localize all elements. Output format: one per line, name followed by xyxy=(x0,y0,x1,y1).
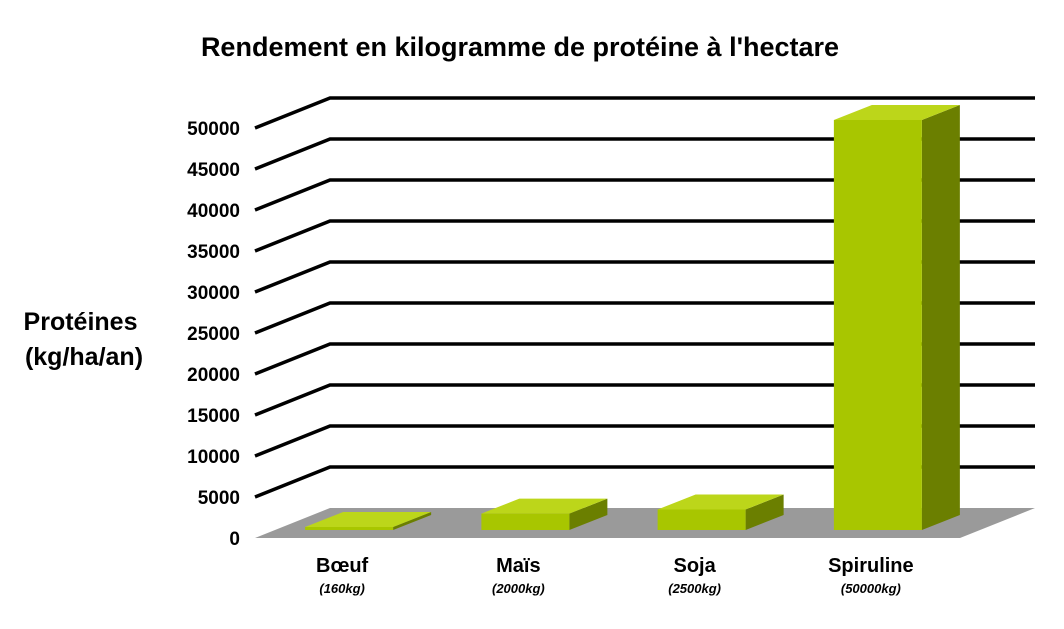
category-label: Bœuf xyxy=(316,555,369,577)
x-axis-labels: Bœuf (160kg) Maïs (2000kg) Soja (2500kg) Spiru… xyxy=(316,555,914,596)
y-tick-label: 45000 xyxy=(187,160,240,181)
category-label: Spiruline xyxy=(828,555,914,577)
bar-side xyxy=(921,105,960,530)
gridline xyxy=(254,424,1035,458)
gridline xyxy=(254,342,1035,376)
bar-top xyxy=(481,498,608,514)
bar xyxy=(833,105,960,530)
bar-side xyxy=(745,494,784,530)
y-axis-label-line-2: (kg/ha/an) xyxy=(25,343,143,371)
y-tick-label: 50000 xyxy=(187,119,240,140)
y-tick-label: 5000 xyxy=(198,488,240,509)
bars xyxy=(305,105,960,530)
gridlines xyxy=(254,96,1035,499)
bar xyxy=(305,512,432,530)
gridline xyxy=(254,301,1035,335)
y-axis-ticks: 0 5000 10000 15000 20000 25000 30000 35000 40000… xyxy=(187,119,240,550)
bar xyxy=(481,498,608,530)
bar-front xyxy=(657,509,746,530)
y-tick-label: 20000 xyxy=(187,365,240,386)
bar-front xyxy=(481,513,570,530)
bar xyxy=(657,494,784,530)
y-tick-label: 25000 xyxy=(187,324,240,345)
gridline xyxy=(254,219,1035,253)
y-tick-label: 30000 xyxy=(187,283,240,304)
gridline xyxy=(254,383,1035,417)
y-tick-label: 35000 xyxy=(187,242,240,263)
bar-top xyxy=(833,105,960,120)
gridline xyxy=(254,260,1035,294)
category-sublabel: (2000kg) xyxy=(492,581,545,596)
y-tick-label: 0 xyxy=(229,529,240,550)
y-tick-label: 15000 xyxy=(187,406,240,427)
gridline xyxy=(254,178,1035,212)
chart-title: Rendement en kilogramme de protéine à l'… xyxy=(201,32,839,62)
y-axis-label-line-1: Protéines xyxy=(24,308,138,336)
category-sublabel: (160kg) xyxy=(319,581,365,596)
y-tick-label: 40000 xyxy=(187,201,240,222)
gridline xyxy=(254,137,1035,171)
bar-side xyxy=(569,498,608,530)
bar-top xyxy=(657,494,784,510)
y-tick-label: 10000 xyxy=(187,447,240,468)
y-axis-label: Protéines (kg/ha/an) xyxy=(24,308,145,371)
category-sublabel: (2500kg) xyxy=(668,581,721,596)
bar-side xyxy=(393,512,432,530)
bar-front xyxy=(305,527,394,530)
bar-front xyxy=(833,120,922,530)
gridline xyxy=(254,96,1035,130)
category-label: Soja xyxy=(674,555,717,577)
gridline xyxy=(254,465,1035,499)
bar-top xyxy=(305,512,432,527)
category-sublabel: (50000kg) xyxy=(841,581,901,596)
category-label: Maïs xyxy=(496,555,540,577)
